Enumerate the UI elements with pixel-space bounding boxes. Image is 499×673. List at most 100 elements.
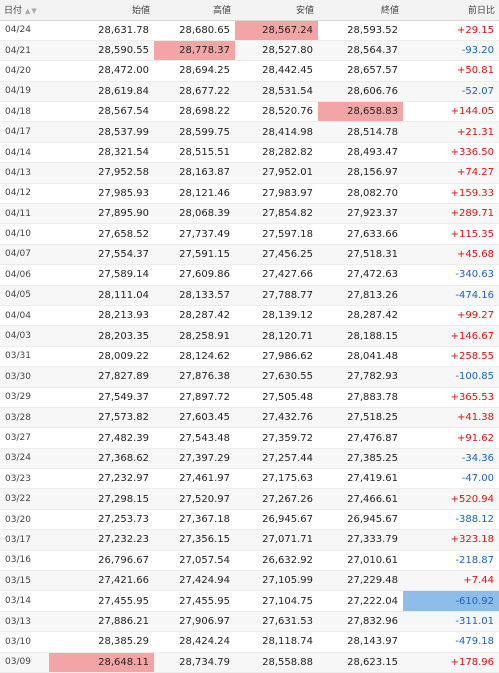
low-cell: 26,632.92 — [235, 550, 318, 572]
close-cell: 28,188.15 — [318, 325, 403, 347]
table-row: 04/20 28,472.00 28,694.25 28,442.45 28,657.5… — [0, 60, 499, 82]
low-cell: 27,986.62 — [235, 346, 318, 368]
close-cell: 27,476.87 — [318, 427, 403, 449]
close-cell: 28,657.57 — [318, 60, 403, 82]
table-row: 03/16 26,796.67 27,057.54 26,632.92 27,010.6… — [0, 550, 499, 572]
table-row: 04/05 28,111.04 28,133.57 27,788.77 27,813.2… — [0, 285, 499, 306]
date-cell: 03/28 — [0, 407, 49, 429]
low-cell: 27,071.71 — [235, 529, 318, 551]
high-cell: 27,897.72 — [154, 387, 235, 408]
close-cell: 27,518.25 — [318, 407, 403, 429]
high-cell: 28,599.75 — [154, 121, 235, 143]
table-row: 04/06 27,589.14 27,609.86 27,427.66 27,472.6… — [0, 264, 499, 286]
open-cell: 28,648.11 — [49, 652, 154, 673]
date-cell: 04/17 — [0, 121, 49, 143]
date-cell: 03/14 — [0, 590, 49, 612]
table-row: 04/13 27,952.58 28,163.87 27,952.01 28,156.9… — [0, 162, 499, 184]
close-cell: 27,472.63 — [318, 264, 403, 286]
open-cell: 27,589.14 — [49, 264, 154, 286]
open-cell: 28,009.22 — [49, 346, 154, 368]
date-cell: 04/24 — [0, 20, 49, 41]
low-cell: 27,597.18 — [235, 223, 318, 245]
close-cell: 27,883.78 — [318, 387, 403, 408]
date-cell: 03/10 — [0, 631, 49, 653]
close-cell: 27,466.61 — [318, 488, 403, 510]
close-cell: 28,156.97 — [318, 162, 403, 184]
table-row: 03/22 27,298.15 27,520.97 27,267.26 27,466.6… — [0, 488, 499, 510]
open-cell: 27,368.62 — [49, 448, 154, 470]
sort-arrows-icon[interactable]: ▲▼ — [25, 7, 38, 16]
high-cell: 27,543.48 — [154, 427, 235, 449]
date-cell: 03/24 — [0, 448, 49, 470]
open-cell: 27,549.37 — [49, 387, 154, 408]
low-column-header: 安値 — [235, 0, 318, 21]
low-cell: 27,854.82 — [235, 203, 318, 225]
close-cell: 27,923.37 — [318, 203, 403, 225]
table-row: 04/10 27,658.52 27,737.49 27,597.18 27,633.6… — [0, 223, 499, 245]
table-row: 04/12 27,985.93 28,121.46 27,983.97 28,082.7… — [0, 183, 499, 205]
date-cell: 04/10 — [0, 223, 49, 245]
open-cell: 27,298.15 — [49, 488, 154, 510]
change-cell: +115.35 — [403, 223, 499, 245]
table-row: 03/31 28,009.22 28,124.62 27,986.62 28,041.4… — [0, 346, 499, 368]
open-cell: 28,213.93 — [49, 305, 154, 327]
table-row: 03/28 27,573.82 27,603.45 27,432.76 27,518.2… — [0, 407, 499, 429]
date-cell: 04/11 — [0, 203, 49, 225]
date-cell: 03/22 — [0, 488, 49, 510]
high-cell: 28,258.91 — [154, 325, 235, 347]
table-row: 04/19 28,619.84 28,677.22 28,531.54 28,606.7… — [0, 81, 499, 103]
change-cell: +365.53 — [403, 387, 499, 408]
change-cell: +7.44 — [403, 570, 499, 592]
table-row: 04/24 28,631.78 28,680.65 28,567.24 28,593.5… — [0, 20, 499, 41]
high-cell: 28,424.24 — [154, 631, 235, 653]
change-cell: -340.63 — [403, 264, 499, 286]
high-cell: 27,520.97 — [154, 488, 235, 510]
table-row: 04/04 28,213.93 28,287.42 28,139.12 28,287.4… — [0, 305, 499, 327]
open-cell: 28,321.54 — [49, 142, 154, 164]
close-column-header: 終値 — [318, 0, 403, 21]
low-cell: 28,558.88 — [235, 652, 318, 673]
change-cell: +520.94 — [403, 488, 499, 510]
low-cell: 26,945.67 — [235, 509, 318, 531]
open-cell: 27,985.93 — [49, 183, 154, 205]
table-row: 03/27 27,482.39 27,543.48 27,359.72 27,476.8… — [0, 427, 499, 449]
open-cell: 27,952.58 — [49, 162, 154, 184]
low-cell: 28,567.24 — [235, 20, 318, 41]
close-cell: 28,143.97 — [318, 631, 403, 653]
change-cell: +323.18 — [403, 529, 499, 551]
open-cell: 26,796.67 — [49, 550, 154, 572]
high-cell: 28,287.42 — [154, 305, 235, 327]
change-cell: -93.20 — [403, 40, 499, 62]
date-cell: 04/14 — [0, 142, 49, 164]
close-cell: 27,333.79 — [318, 529, 403, 551]
change-cell: +178.96 — [403, 652, 499, 673]
low-cell: 27,432.76 — [235, 407, 318, 429]
low-cell: 27,630.55 — [235, 366, 318, 388]
close-cell: 27,229.48 — [318, 570, 403, 592]
table-row: 03/30 27,827.89 27,876.38 27,630.55 27,782.9… — [0, 366, 499, 388]
close-cell: 26,945.67 — [318, 509, 403, 531]
change-cell: +45.68 — [403, 244, 499, 266]
change-cell: +146.67 — [403, 325, 499, 347]
open-cell: 27,482.39 — [49, 427, 154, 449]
date-cell: 04/03 — [0, 325, 49, 347]
open-column-header: 始値 — [49, 0, 154, 21]
open-cell: 28,619.84 — [49, 81, 154, 103]
low-cell: 27,104.75 — [235, 590, 318, 612]
date-column-header[interactable]: 日付 ▲▼ — [0, 0, 49, 21]
open-cell: 28,385.29 — [49, 631, 154, 653]
low-cell: 27,983.97 — [235, 183, 318, 205]
change-cell: -47.00 — [403, 468, 499, 490]
table-row: 03/17 27,232.23 27,356.15 27,071.71 27,333.7… — [0, 529, 499, 551]
change-cell: +21.31 — [403, 121, 499, 143]
table-row: 03/20 27,253.73 27,367.18 26,945.67 26,945.6… — [0, 509, 499, 531]
low-cell: 28,120.71 — [235, 325, 318, 347]
header-row: 日付 ▲▼ 始値 高値 安値 終値 前日比 — [0, 0, 499, 21]
open-cell: 27,455.95 — [49, 590, 154, 612]
table-row: 04/07 27,554.37 27,591.15 27,456.25 27,518.3… — [0, 244, 499, 266]
open-cell: 27,232.23 — [49, 529, 154, 551]
table-row: 04/17 28,537.99 28,599.75 28,414.98 28,514.7… — [0, 121, 499, 143]
low-cell: 27,631.53 — [235, 611, 318, 633]
date-cell: 03/17 — [0, 529, 49, 551]
low-cell: 27,267.26 — [235, 488, 318, 510]
